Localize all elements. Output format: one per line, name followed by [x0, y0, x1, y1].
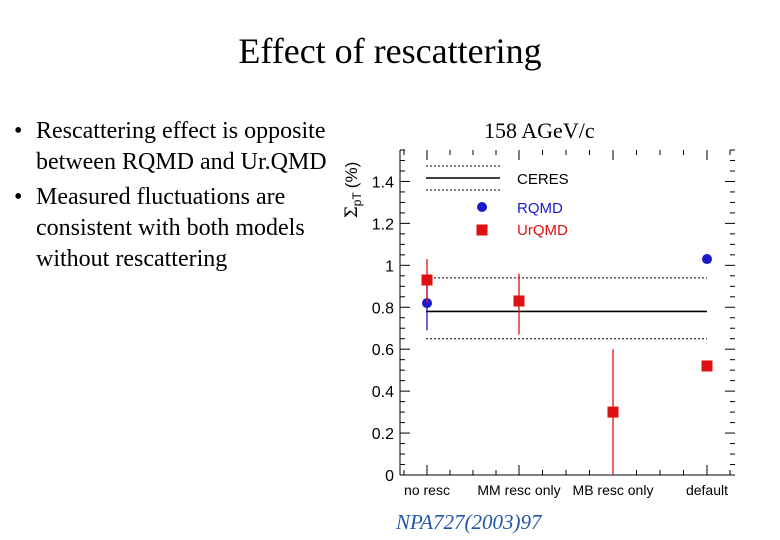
bullet-item: • Measured fluctuations are consistent w…	[14, 182, 334, 275]
bullet-text: Rescattering effect is opposite between …	[36, 118, 327, 175]
y-tick-label: 0.8	[372, 300, 394, 317]
urqmd-point	[513, 295, 525, 307]
y-tick-label: 1.4	[372, 174, 394, 191]
y-axis-unit: (%)	[342, 162, 361, 188]
x-tick-label: no resc	[404, 482, 450, 498]
citation: NPA727(2003)97	[396, 510, 542, 534]
chart-legend: CERES RQMD UrQMD	[426, 165, 569, 239]
y-axis-sigma: Σ	[342, 206, 362, 218]
chart-axes: 0 0.2 0.4 0.6 0.8 1 1.2 1.4 no resc MM resc only M…	[372, 149, 735, 498]
y-tick-label: 0	[385, 468, 394, 485]
y-tick-label: 1	[385, 258, 394, 275]
legend-label-urqmd: UrQMD	[517, 222, 568, 239]
bullet-list: • Rescattering effect is opposite betwee…	[14, 116, 334, 279]
urqmd-point	[607, 406, 619, 418]
bullet-item: • Rescattering effect is opposite betwee…	[14, 116, 334, 178]
chart-title: 158 AGeV/c	[484, 118, 595, 143]
x-tick-label: MM resc only	[477, 482, 560, 498]
bullet-dot: •	[14, 118, 23, 144]
model-series	[421, 254, 713, 475]
y-tick-label: 1.2	[372, 216, 394, 233]
x-tick-label: MB resc only	[573, 482, 654, 498]
legend-label-ceres: CERES	[517, 171, 569, 188]
slide-title: Effect of rescattering	[238, 31, 542, 71]
rqmd-point	[702, 254, 712, 265]
bullet-text: Measured fluctuations are consistent wit…	[36, 184, 305, 272]
ceres-series	[426, 277, 707, 340]
urqmd-point	[701, 360, 713, 372]
y-tick-label: 0.6	[372, 342, 394, 359]
y-axis-label-text: ΣpT (%)	[342, 162, 364, 219]
x-tick-label: default	[686, 482, 728, 498]
y-tick-label: 0.4	[372, 384, 394, 401]
legend-label-rqmd: RQMD	[517, 200, 563, 217]
bullet-dot: •	[14, 184, 23, 210]
y-axis-label: ΣpT (%)	[342, 162, 364, 219]
urqmd-point	[421, 274, 433, 286]
legend-rqmd-marker	[477, 202, 487, 212]
legend-urqmd-marker	[476, 224, 488, 236]
y-tick-label: 0.2	[372, 426, 394, 443]
y-axis-subscript: pT	[350, 192, 364, 207]
